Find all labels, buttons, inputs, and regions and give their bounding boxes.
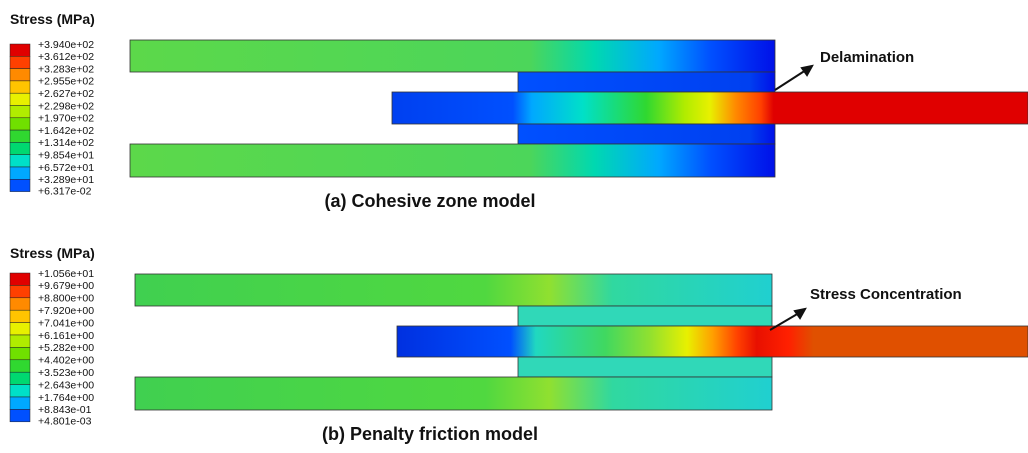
- legend-label: +1.056e+01: [38, 268, 94, 280]
- plate: [129, 143, 776, 178]
- legend-label: +3.283e+02: [38, 63, 94, 75]
- legend-label: +3.523e+00: [38, 367, 94, 379]
- legend-label: +8.800e+00: [38, 293, 94, 305]
- legend-swatch: [9, 154, 31, 168]
- legend-label: +2.627e+02: [38, 88, 94, 100]
- annotation: Delamination: [820, 49, 914, 66]
- arrow-head: [800, 64, 814, 77]
- plate: [517, 123, 776, 145]
- legend-label: +2.955e+02: [38, 76, 94, 88]
- legend-swatch: [9, 92, 31, 106]
- arrow: [774, 69, 807, 91]
- legend-label: +5.282e+00: [38, 342, 94, 354]
- caption: (a) Cohesive zone model: [324, 191, 535, 211]
- model-b: [134, 273, 1028, 411]
- plate: [517, 305, 773, 327]
- arrow: [769, 312, 800, 331]
- legend-label: +9.854e+01: [38, 149, 94, 161]
- legend-label: +3.940e+02: [38, 39, 94, 51]
- plate: [129, 39, 776, 73]
- legend-swatch: [9, 142, 31, 155]
- legend-title: Stress (MPa): [10, 11, 95, 27]
- model-a: [129, 39, 1028, 178]
- legend-swatch: [9, 309, 31, 323]
- legend-label: +8.843e-01: [38, 404, 92, 416]
- legend-label: +4.402e+00: [38, 355, 94, 367]
- plate: [517, 356, 773, 378]
- legend-swatch: [9, 322, 31, 336]
- legend-swatch: [9, 334, 31, 348]
- legend-label: +1.314e+02: [38, 137, 94, 149]
- legend-swatch: [9, 129, 31, 143]
- legend-label: +1.764e+00: [38, 392, 94, 404]
- legend-label: +9.679e+00: [38, 280, 94, 292]
- caption: (b) Penalty friction model: [322, 424, 538, 444]
- legend-swatch: [9, 43, 31, 57]
- legend-label: +1.642e+02: [38, 125, 94, 137]
- legend-label: +1.970e+02: [38, 113, 94, 125]
- plate: [134, 273, 773, 307]
- legend-swatch: [9, 297, 31, 311]
- legend-swatch: [9, 272, 31, 286]
- legend-swatch: [9, 105, 31, 119]
- legend-swatch: [9, 56, 31, 69]
- legend-label: +3.289e+01: [38, 174, 94, 186]
- legend-swatch: [9, 396, 31, 410]
- arrows: [769, 64, 814, 331]
- legend-swatch: [9, 371, 31, 385]
- legend-swatch: [9, 285, 31, 299]
- legend-label: +3.612e+02: [38, 51, 94, 63]
- legend-label: +2.298e+02: [38, 100, 94, 112]
- legend-swatch: [9, 166, 31, 180]
- legend-swatch: [9, 80, 31, 94]
- legend-swatch: [9, 359, 31, 373]
- legend-label: +6.317e-02: [38, 185, 92, 197]
- legend-swatch: [9, 179, 31, 192]
- arrow-head: [793, 307, 807, 320]
- legend-label: +6.161e+00: [38, 330, 94, 342]
- legend-label: +2.643e+00: [38, 379, 94, 391]
- legend-label: +7.920e+00: [38, 305, 94, 317]
- legend-swatch: [9, 347, 31, 361]
- legend-title: Stress (MPa): [10, 245, 95, 261]
- bar: [396, 325, 1028, 358]
- legend-label: +6.572e+01: [38, 162, 94, 174]
- plate: [517, 71, 776, 93]
- legend-swatch: [9, 384, 31, 398]
- plate: [134, 376, 773, 411]
- legend-label: +7.041e+00: [38, 317, 94, 329]
- legend-swatch: [9, 409, 31, 423]
- annotation: Stress Concentration: [810, 286, 962, 303]
- legend-swatch: [9, 68, 31, 82]
- legend-swatch: [9, 117, 31, 131]
- bar: [391, 91, 1028, 125]
- legend-label: +4.801e-03: [38, 416, 92, 428]
